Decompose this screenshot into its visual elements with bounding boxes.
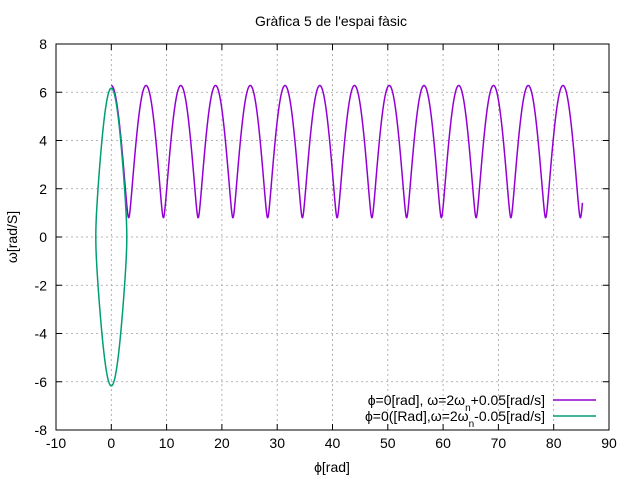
x-tick-label: 70: [491, 435, 507, 451]
x-tick-label: 10: [159, 435, 175, 451]
legend-label-2: ϕ=0([Rad],ω=2ωn-0.05[rad/s]: [365, 408, 545, 430]
series-line-1: [111, 84, 584, 219]
y-tick-label: -6: [35, 374, 48, 390]
y-tick-label: -4: [35, 326, 48, 342]
y-axis-label: ω[rad/S]: [4, 211, 20, 263]
series-layer: [95, 84, 584, 387]
x-tick-label: 20: [214, 435, 230, 451]
y-tick-label: 4: [39, 133, 47, 149]
x-tick-label: 30: [269, 435, 285, 451]
x-tick-label: 80: [546, 435, 562, 451]
axis-ticks: -10 0 10 20 30 40 50 60 70 80 90 -8 -6 -4 -2 0 2 4 6 8: [35, 36, 617, 451]
plot-frame: [55, 43, 610, 431]
legend-label-1: ϕ=0[rad], ω=2ωn+0.05[rad/s]: [368, 392, 545, 414]
x-tick-label: 40: [325, 435, 341, 451]
x-tick-label: -10: [46, 435, 66, 451]
x-axis-label: ϕ[rad]: [314, 459, 350, 475]
x-tick-label: 50: [380, 435, 396, 451]
chart-title: Gràfica 5 de l'espai fàsic: [255, 13, 407, 29]
y-tick-label: 8: [39, 36, 47, 52]
x-tick-label: 60: [435, 435, 451, 451]
legend: ϕ=0[rad], ω=2ωn+0.05[rad/s]ϕ=0([Rad],ω=2…: [365, 392, 596, 430]
y-tick-label: -2: [35, 277, 48, 293]
y-tick-label: -8: [35, 422, 48, 438]
y-tick-label: 2: [39, 181, 47, 197]
y-tick-label: 6: [39, 84, 47, 100]
series-line-2: [95, 87, 128, 387]
y-tick-label: 0: [39, 229, 47, 245]
x-tick-label: 90: [601, 435, 617, 451]
grid-lines: [56, 44, 609, 430]
x-tick-label: 0: [107, 435, 115, 451]
